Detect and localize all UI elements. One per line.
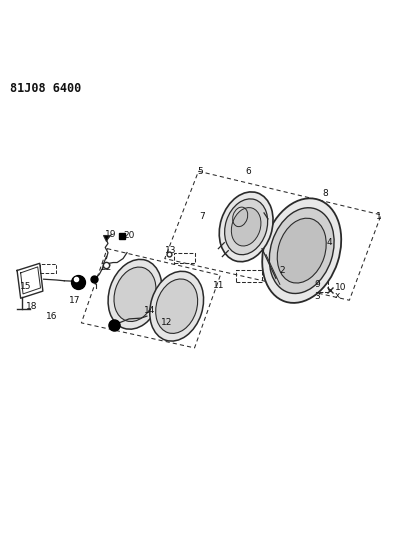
Ellipse shape [219, 192, 273, 262]
Text: 21: 21 [74, 276, 85, 285]
Text: 18: 18 [26, 302, 37, 311]
Ellipse shape [231, 207, 261, 246]
Text: 12: 12 [161, 318, 172, 327]
Text: 14: 14 [145, 306, 156, 316]
Text: 6: 6 [245, 167, 251, 176]
Text: 13: 13 [165, 246, 176, 255]
Text: 11: 11 [214, 281, 225, 290]
Text: 19: 19 [106, 230, 117, 239]
Text: 3: 3 [315, 292, 320, 301]
Text: 15: 15 [20, 282, 31, 291]
Text: 2: 2 [279, 266, 285, 275]
Text: 8: 8 [323, 189, 328, 198]
Bar [40, 264, 56, 273]
Ellipse shape [150, 271, 204, 341]
Text: 9: 9 [315, 280, 320, 289]
Ellipse shape [277, 218, 326, 283]
Text: 22: 22 [101, 263, 112, 272]
Text: x: x [335, 290, 341, 300]
Bar [236, 270, 262, 282]
Ellipse shape [262, 198, 341, 303]
Text: 5: 5 [198, 167, 203, 176]
Text: 4: 4 [327, 238, 332, 247]
Bar [174, 253, 195, 263]
Text: 20: 20 [123, 231, 135, 240]
Text: 1: 1 [376, 212, 382, 221]
Ellipse shape [114, 267, 156, 321]
Text: 81J08 6400: 81J08 6400 [10, 82, 81, 95]
Ellipse shape [269, 208, 334, 294]
Text: 16: 16 [46, 312, 57, 321]
Ellipse shape [108, 260, 162, 329]
Ellipse shape [225, 199, 268, 255]
Text: 7: 7 [200, 212, 205, 221]
Ellipse shape [156, 279, 198, 334]
Text: 10: 10 [335, 284, 346, 293]
Text: 17: 17 [69, 296, 80, 305]
Bar [308, 281, 328, 292]
